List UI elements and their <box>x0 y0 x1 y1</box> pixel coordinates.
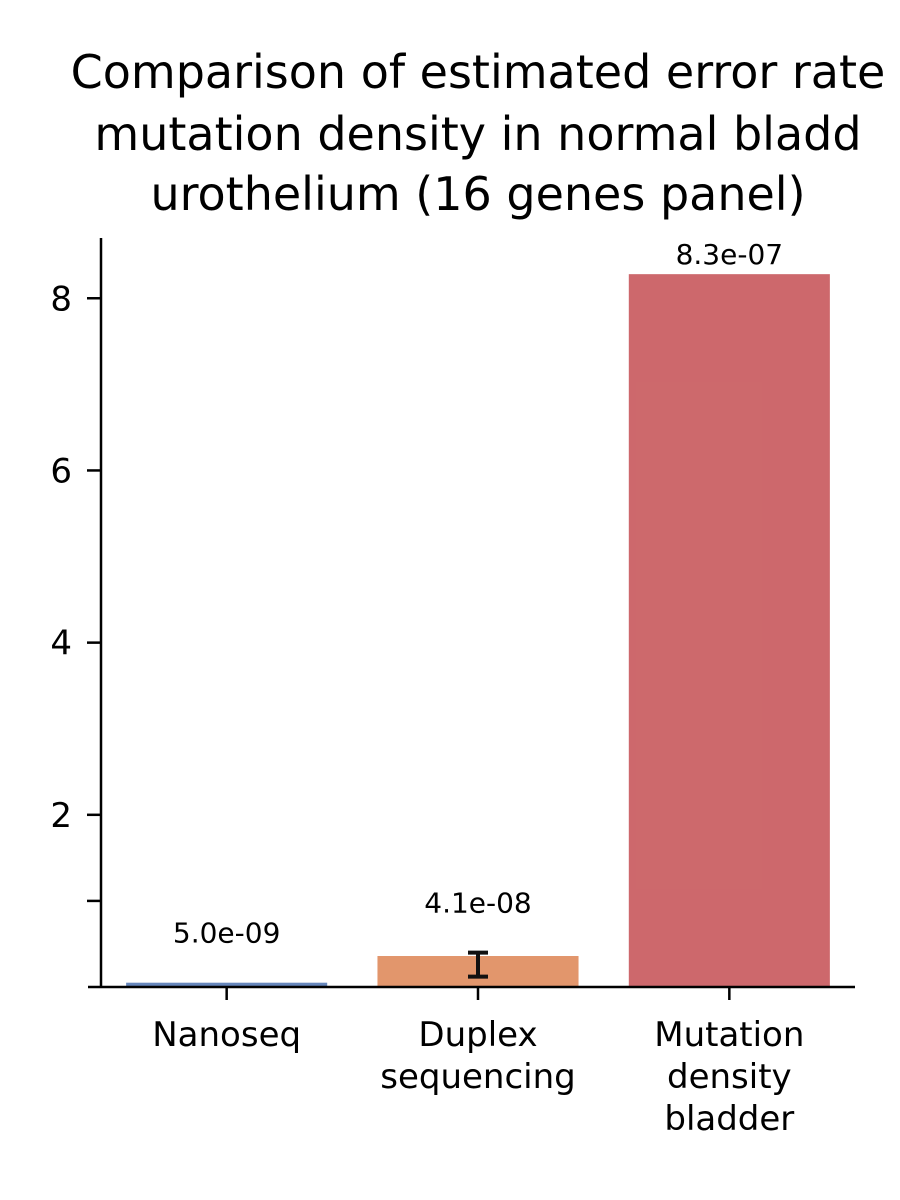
bar-value-label: 5.0e-09 <box>173 917 281 950</box>
y-tick-label: 4 <box>50 624 72 664</box>
x-tick-label: sequencing <box>380 1057 576 1097</box>
x-tick-label: density <box>667 1057 792 1097</box>
y-tick-label: 6 <box>50 451 72 491</box>
bar-value-label: 8.3e-07 <box>676 238 784 271</box>
bars <box>126 274 830 987</box>
chart-title: Comparison of estimated error rate mutati… <box>71 45 886 221</box>
chart-title-line: mutation density in normal bladd <box>94 107 861 161</box>
y-tick-label: 2 <box>50 796 72 836</box>
x-tick-label: Nanoseq <box>152 1015 301 1055</box>
bar <box>628 274 830 987</box>
chart-title-line: urothelium (16 genes panel) <box>150 167 805 221</box>
y-tick-label: 8 <box>50 279 72 319</box>
bar <box>126 982 328 987</box>
chart-title-line: Comparison of estimated error rate <box>71 45 886 99</box>
axes <box>88 238 855 989</box>
x-tick-label: bladder <box>664 1099 794 1139</box>
error-bars <box>468 950 488 979</box>
bar-value-labels: 5.0e-09 4.1e-08 8.3e-07 <box>173 238 783 950</box>
x-tick-label: Duplex <box>418 1015 537 1055</box>
bar-value-label: 4.1e-08 <box>424 887 532 920</box>
y-axis-ticks: 2 4 6 8 <box>50 279 101 903</box>
x-tick-label: Mutation <box>654 1015 804 1055</box>
